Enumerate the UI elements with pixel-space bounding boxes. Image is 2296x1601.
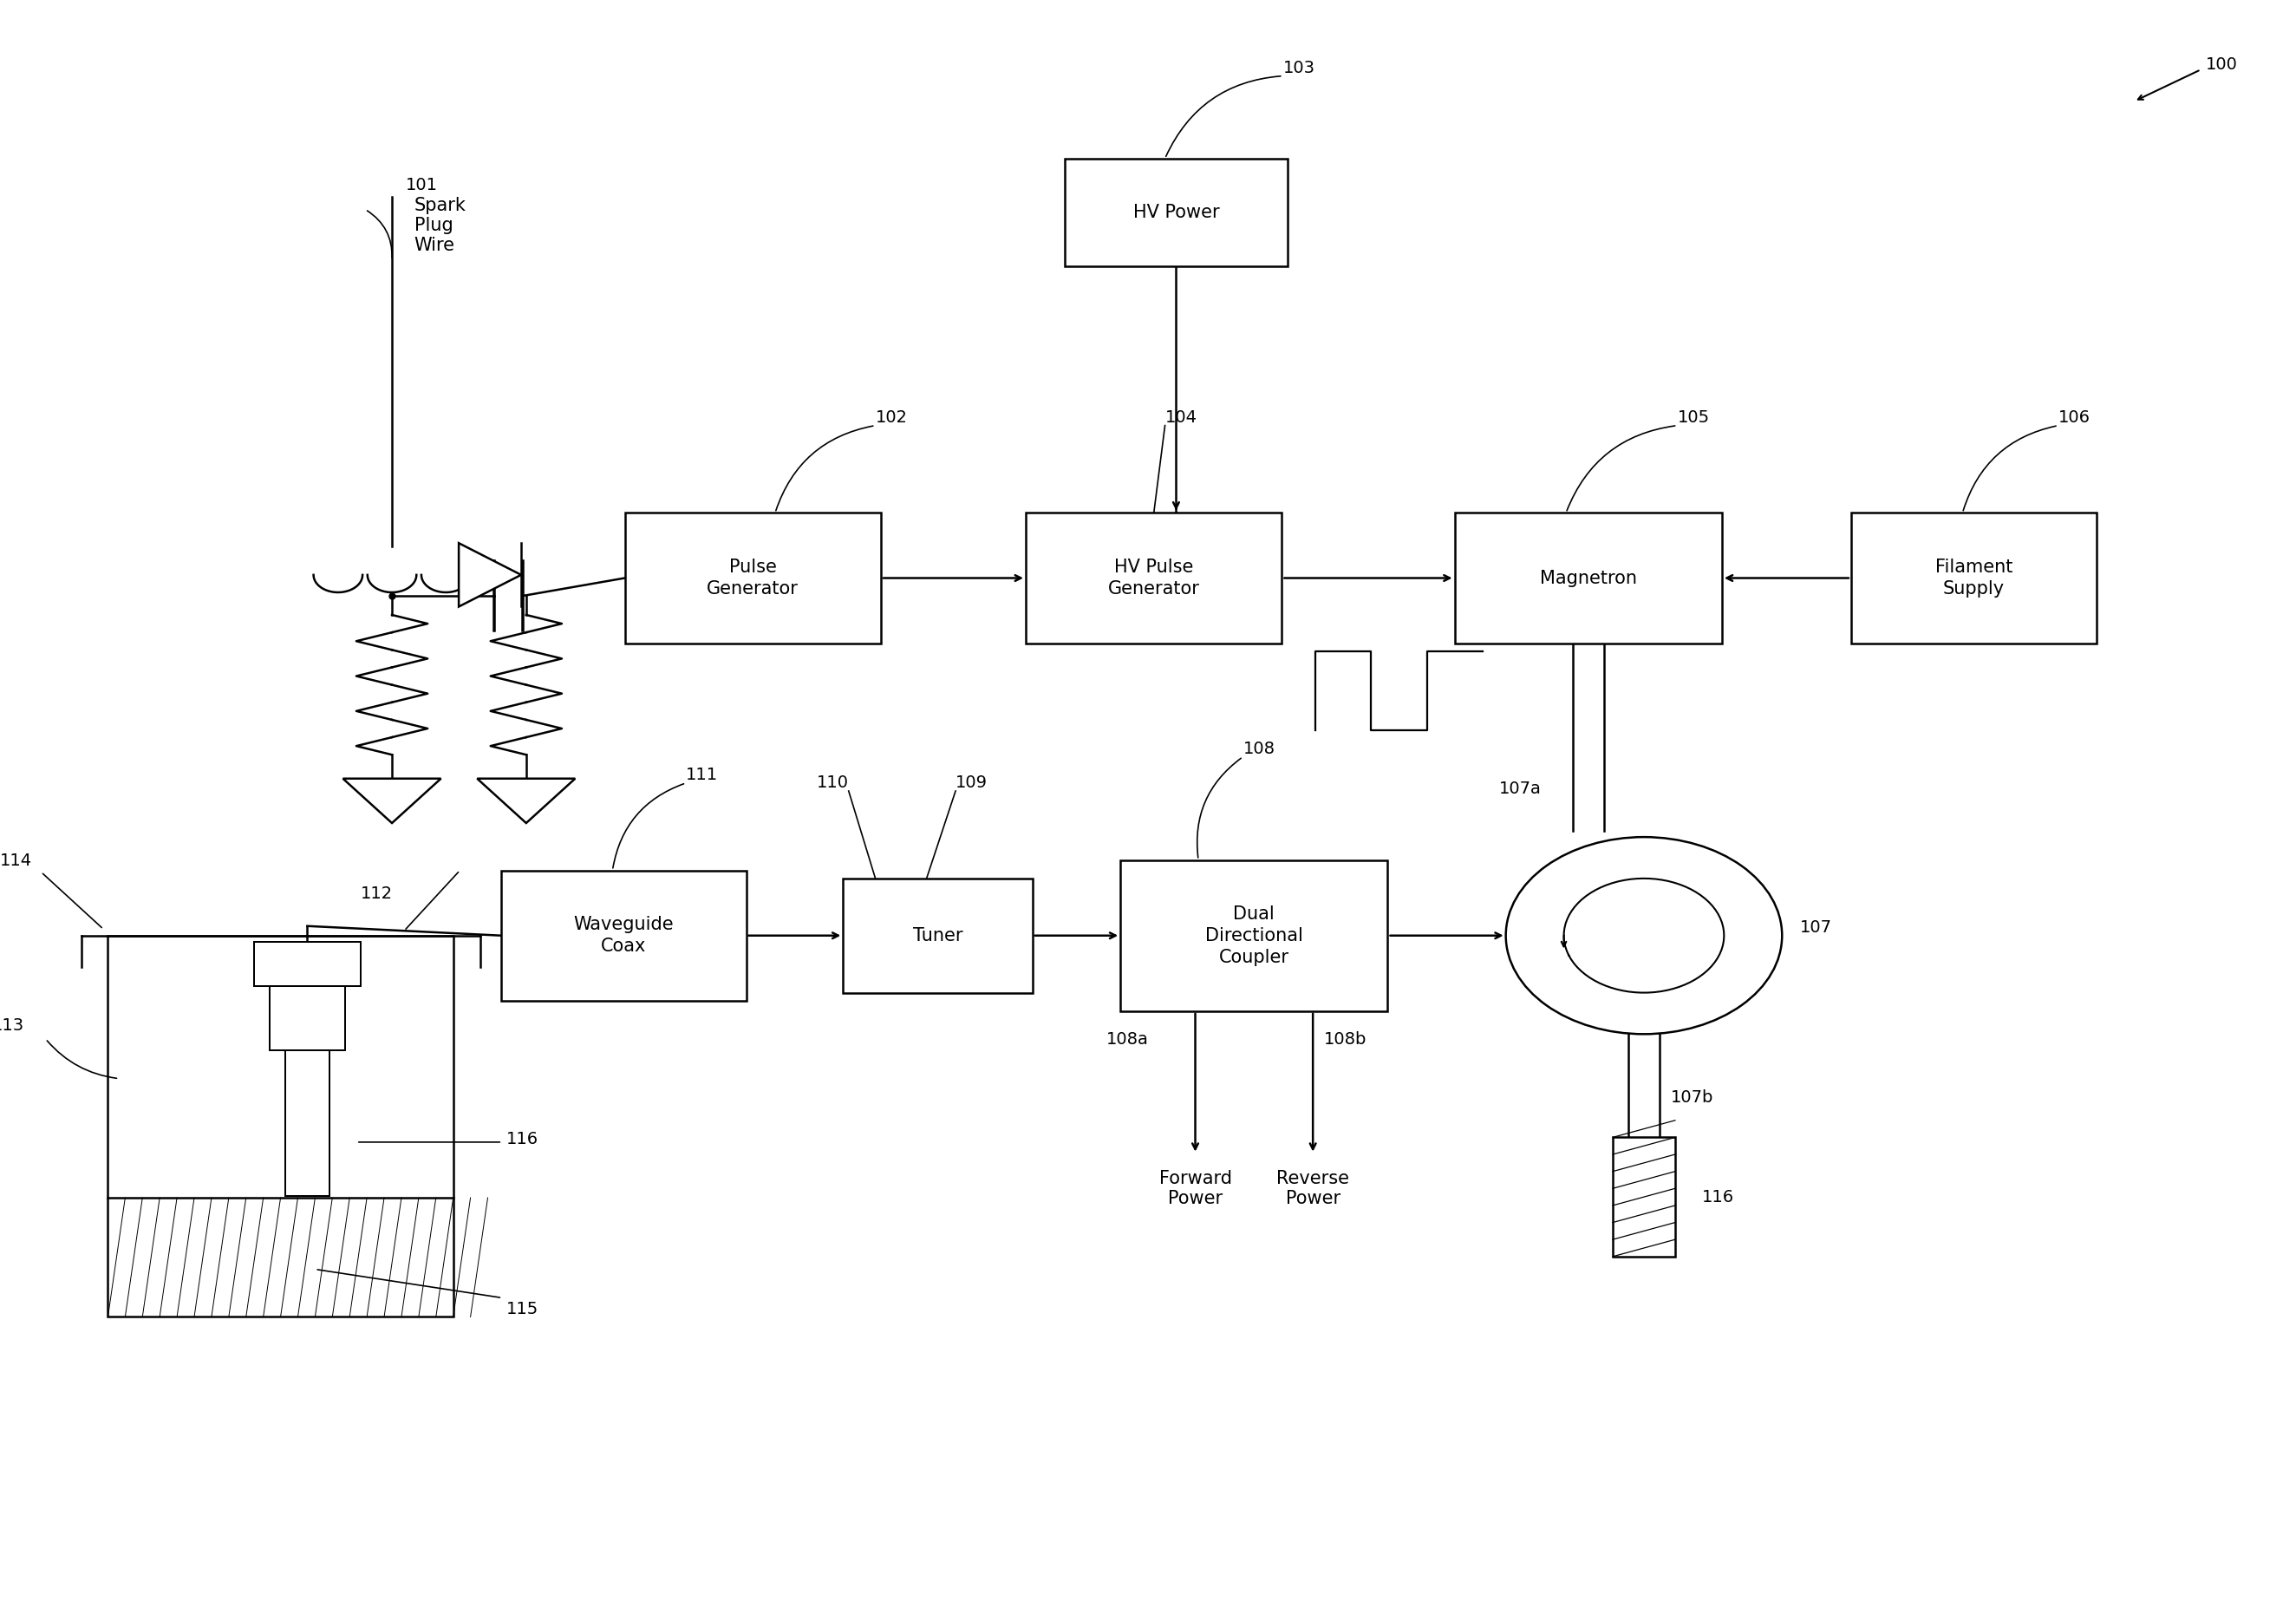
- Text: HV Power: HV Power: [1132, 203, 1219, 221]
- Text: 100: 100: [2206, 56, 2236, 72]
- Text: 111: 111: [687, 767, 719, 783]
- Text: 108b: 108b: [1325, 1031, 1366, 1049]
- FancyBboxPatch shape: [1026, 512, 1281, 644]
- FancyBboxPatch shape: [1120, 860, 1387, 1012]
- Text: 107a: 107a: [1499, 781, 1541, 797]
- Text: 108a: 108a: [1107, 1031, 1148, 1049]
- Bar: [285, 1050, 331, 1196]
- Text: Filament
Supply: Filament Supply: [1936, 559, 2011, 597]
- Bar: [108, 935, 452, 1318]
- Text: Dual
Directional
Coupler: Dual Directional Coupler: [1205, 906, 1304, 965]
- Bar: [1612, 1137, 1676, 1257]
- Text: 107: 107: [1800, 919, 1832, 937]
- Text: 107b: 107b: [1671, 1090, 1713, 1106]
- Polygon shape: [459, 543, 521, 607]
- Text: 106: 106: [2057, 408, 2089, 426]
- FancyBboxPatch shape: [1456, 512, 1722, 644]
- Text: 102: 102: [875, 408, 907, 426]
- Text: 105: 105: [1678, 408, 1711, 426]
- Text: 116: 116: [1701, 1188, 1733, 1206]
- Text: Tuner: Tuner: [914, 927, 962, 945]
- Bar: [255, 941, 360, 986]
- Text: 104: 104: [1164, 408, 1196, 426]
- Text: Spark
Plug
Wire: Spark Plug Wire: [413, 197, 466, 255]
- Text: 109: 109: [955, 775, 987, 791]
- Polygon shape: [478, 778, 576, 823]
- Text: 114: 114: [0, 852, 32, 869]
- Text: 103: 103: [1283, 59, 1316, 75]
- Polygon shape: [342, 778, 441, 823]
- FancyBboxPatch shape: [1065, 158, 1288, 267]
- Text: Magnetron: Magnetron: [1541, 570, 1637, 586]
- Text: Reverse
Power: Reverse Power: [1277, 1170, 1350, 1207]
- Text: 116: 116: [507, 1130, 540, 1148]
- Text: 112: 112: [360, 885, 393, 903]
- FancyBboxPatch shape: [501, 871, 746, 1001]
- Circle shape: [1506, 837, 1782, 1034]
- Text: 113: 113: [0, 1018, 25, 1034]
- Bar: [269, 986, 344, 1050]
- Text: 101: 101: [406, 178, 436, 194]
- FancyBboxPatch shape: [1851, 512, 2096, 644]
- Text: 108: 108: [1242, 740, 1274, 757]
- Text: Forward
Power: Forward Power: [1159, 1170, 1231, 1207]
- FancyBboxPatch shape: [843, 879, 1033, 993]
- Text: 115: 115: [507, 1302, 540, 1318]
- Text: Pulse
Generator: Pulse Generator: [707, 559, 799, 597]
- Text: Waveguide
Coax: Waveguide Coax: [574, 916, 673, 954]
- FancyBboxPatch shape: [625, 512, 882, 644]
- Text: HV Pulse
Generator: HV Pulse Generator: [1109, 559, 1201, 597]
- Text: 110: 110: [817, 775, 850, 791]
